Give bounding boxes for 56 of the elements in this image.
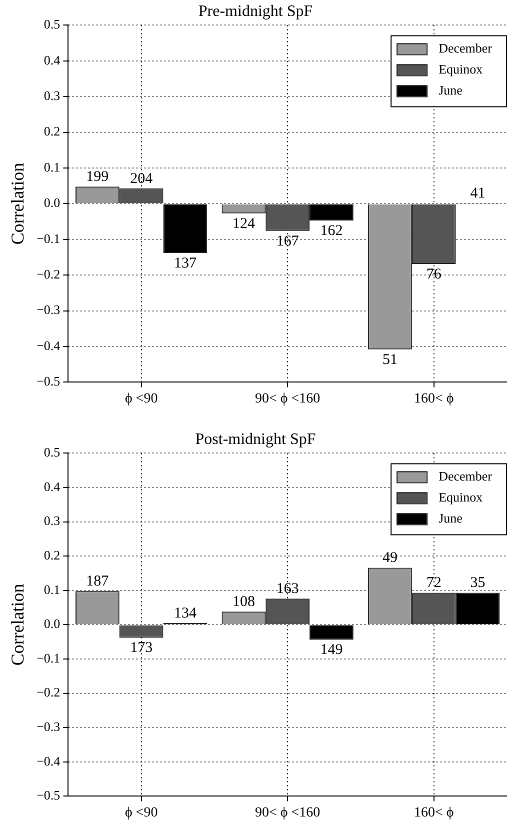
annotation: 173 — [130, 640, 153, 656]
x-tick-label: ϕ <90 — [124, 805, 158, 820]
annotation: 137 — [174, 255, 197, 272]
y-tick-label: 0.4 — [44, 478, 61, 494]
y-tick-label: −0.1 — [36, 230, 60, 246]
y-tick-label: −0.3 — [36, 302, 60, 318]
x-tick-label: 160< ϕ — [414, 391, 454, 406]
annotation: 49 — [382, 550, 398, 566]
y-axis-title: Correlation — [8, 162, 28, 245]
y-axis-title: Correlation — [8, 584, 28, 666]
annotation: 199 — [86, 169, 109, 185]
y-tick-label: 0.0 — [44, 195, 60, 210]
annotation: 204 — [130, 170, 154, 187]
legend-label: June — [438, 82, 463, 98]
annotation: 72 — [426, 575, 442, 592]
annotation: 76 — [426, 266, 442, 282]
chart-title: Post-midnight SpF — [195, 430, 316, 448]
annotation: 149 — [320, 642, 343, 658]
x-tick-label: 90< ϕ <160 — [255, 391, 320, 406]
annotation: 163 — [276, 581, 299, 598]
y-tick-label: −0.3 — [36, 719, 60, 734]
annotation: 162 — [320, 222, 343, 239]
y-tick-label: 0.3 — [44, 88, 60, 104]
y-tick-label: −0.2 — [36, 684, 60, 700]
annotation: 124 — [232, 216, 256, 232]
legend-label: Equinox — [438, 490, 484, 505]
y-tick-label: 0.2 — [44, 548, 60, 563]
x-tick-label: 160< ϕ — [414, 805, 454, 820]
y-tick-label: −0.4 — [36, 338, 61, 353]
y-tick-label: 0.4 — [44, 52, 61, 68]
y-tick-label: 0.3 — [44, 513, 60, 528]
y-tick-label: −0.5 — [36, 374, 60, 389]
x-tick-label: ϕ <90 — [124, 391, 158, 406]
chart-title: Pre-midnight SpF — [198, 2, 313, 20]
annotation: 167 — [276, 233, 300, 250]
legend-label: June — [438, 510, 463, 526]
legend-label: December — [438, 40, 493, 56]
y-tick-label: −0.2 — [36, 266, 60, 282]
annotation: 41 — [470, 185, 486, 202]
y-tick-label: 0.1 — [44, 582, 60, 597]
y-tick-label: 0.5 — [44, 444, 60, 460]
legend-label: Equinox — [438, 62, 484, 77]
y-tick-label: 0.2 — [44, 124, 60, 139]
annotation: 134 — [174, 605, 197, 622]
annotation: 187 — [86, 574, 110, 590]
y-tick-label: 0.1 — [44, 159, 60, 174]
y-tick-label: −0.1 — [36, 650, 60, 666]
annotation: 108 — [232, 594, 255, 610]
annotation: 35 — [470, 575, 486, 592]
annotation: 51 — [382, 352, 398, 368]
x-tick-label: 90< ϕ <160 — [255, 805, 320, 820]
y-tick-label: 0.0 — [44, 616, 60, 632]
y-tick-label: 0.5 — [44, 16, 60, 32]
y-tick-label: −0.5 — [36, 788, 60, 803]
legend-label: December — [438, 468, 493, 484]
y-tick-label: −0.4 — [36, 753, 61, 768]
